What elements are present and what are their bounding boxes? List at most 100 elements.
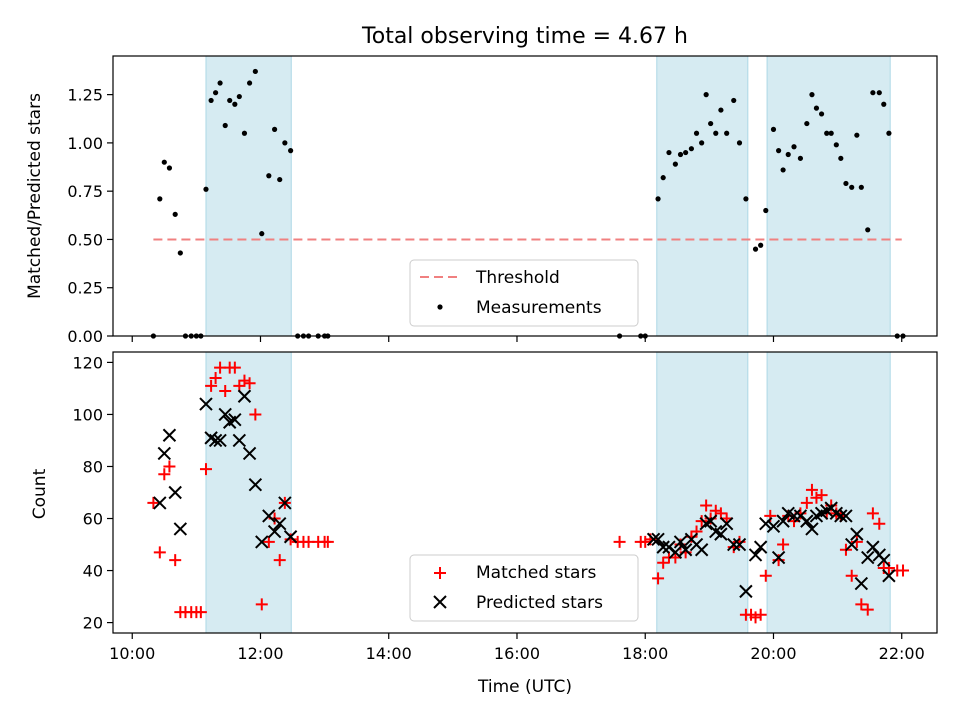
measurement-point — [282, 140, 288, 146]
predicted-stars-point — [232, 433, 247, 448]
predicted-stars-point — [834, 509, 848, 523]
matched-stars-point — [169, 554, 182, 567]
x-tick-label: 14:00 — [366, 644, 412, 663]
matched-stars-point — [652, 572, 665, 585]
predicted-stars-point — [668, 545, 683, 560]
predicted-stars-point — [237, 389, 252, 403]
measurement-point — [763, 207, 769, 214]
predicted-stars-point — [656, 540, 670, 554]
predicted-stars-point — [748, 548, 763, 562]
matched-stars-point — [153, 546, 166, 559]
matched-stars-point — [194, 606, 207, 619]
legend-threshold-label: Threshold — [475, 268, 560, 288]
measurement-point — [785, 151, 791, 158]
matched-stars-point — [158, 468, 171, 481]
measurement-point — [770, 126, 777, 132]
measurement-point — [780, 167, 786, 173]
matched-stars-point — [147, 496, 160, 509]
predicted-stars-point — [850, 527, 864, 541]
measurement-point — [824, 130, 830, 136]
predicted-stars-point — [153, 496, 167, 510]
measurement-point — [776, 148, 782, 154]
y-tick-label: 0.75 — [67, 182, 103, 201]
matched-stars-point — [199, 463, 212, 476]
predicted-stars-point — [766, 519, 781, 534]
measurement-point — [809, 92, 815, 98]
measurement-point — [161, 159, 167, 165]
matched-stars-point — [255, 598, 268, 611]
y-tick-label: 120 — [72, 353, 103, 372]
measurement-point — [259, 231, 265, 237]
predicted-stars-point — [753, 540, 768, 554]
measurement-point — [241, 130, 248, 136]
measurement-point — [688, 146, 695, 152]
measurement-point — [222, 122, 228, 129]
matched-stars-point — [754, 608, 767, 621]
x-tick-label: 18:00 — [622, 644, 668, 663]
measurement-point — [166, 165, 173, 171]
predicted-stars-point — [199, 397, 213, 411]
predicted-stars-point — [267, 524, 282, 539]
y-tick-label: 0.50 — [67, 230, 103, 249]
axes-frame — [112, 55, 938, 337]
legend-measurements-label: Measurements — [476, 298, 602, 318]
matched-stars-point — [695, 515, 708, 528]
count-legend-box — [409, 554, 639, 622]
matched-stars-point — [321, 535, 334, 548]
measurement-point — [266, 173, 272, 179]
predicted-stars-point — [714, 527, 728, 541]
matched-stars-point — [845, 569, 858, 582]
x-tick-label: 22:00 — [879, 644, 925, 663]
shaded-interval — [656, 351, 749, 634]
measurement-point — [172, 211, 178, 217]
legend-matched-swatch — [434, 567, 446, 579]
predicted-stars-point — [646, 532, 661, 547]
matched-stars-point — [249, 408, 262, 421]
measurement-point — [227, 97, 233, 104]
measurement-point — [655, 196, 661, 202]
predicted-stars-point — [228, 412, 242, 427]
figure-title: Total observing time = 4.67 h — [361, 24, 688, 49]
measurement-point — [217, 80, 223, 86]
predicted-stars-point — [877, 553, 891, 567]
matched-stars-point — [700, 499, 713, 512]
measurement-point — [203, 186, 209, 192]
measurement-point — [843, 180, 849, 187]
ratio-panel: 0.00 0.25 0.50 0.75 1.00 1.25 — [67, 55, 938, 346]
matched-stars-point — [639, 535, 652, 548]
measurement-point — [288, 148, 294, 154]
predicted-stars-point — [162, 428, 177, 442]
matched-stars-point — [861, 603, 874, 616]
matched-stars-point — [262, 535, 275, 548]
matched-stars-point — [805, 483, 818, 496]
measurement-point — [881, 101, 887, 107]
predicted-stars-point — [213, 433, 227, 448]
measurement-point — [731, 97, 737, 104]
measurement-point — [752, 246, 759, 252]
y-tick-label: 0.00 — [67, 327, 103, 346]
predicted-stars-point — [208, 433, 223, 448]
matched-stars-point — [749, 611, 762, 624]
measurement-point — [858, 184, 864, 190]
ratio-y-axis-label: Matched/Predicted stars — [25, 93, 45, 299]
predicted-stars-point — [839, 509, 853, 523]
measurement-point — [212, 90, 219, 96]
matched-stars-point — [273, 554, 286, 567]
matched-stars-point — [243, 377, 256, 390]
count-panel: 10:00 12:00 14:00 16:00 18:00 20:00 22:00 20 40 6… — [72, 351, 938, 663]
measurement-point — [854, 132, 860, 138]
matched-stars-point — [714, 507, 727, 520]
measurement-point — [828, 130, 834, 136]
measurement-point — [708, 120, 714, 127]
measurement-point — [736, 140, 743, 146]
measurement-point — [804, 120, 810, 127]
predicted-stars-point — [173, 522, 188, 536]
matched-stars-point — [613, 535, 626, 548]
predicted-stars-point — [776, 514, 790, 528]
measurement-point — [791, 144, 797, 150]
predicted-stars-point — [255, 535, 269, 549]
matched-stars-point — [810, 491, 823, 504]
matched-stars-point — [205, 379, 218, 392]
matched-stars-point — [219, 385, 232, 398]
